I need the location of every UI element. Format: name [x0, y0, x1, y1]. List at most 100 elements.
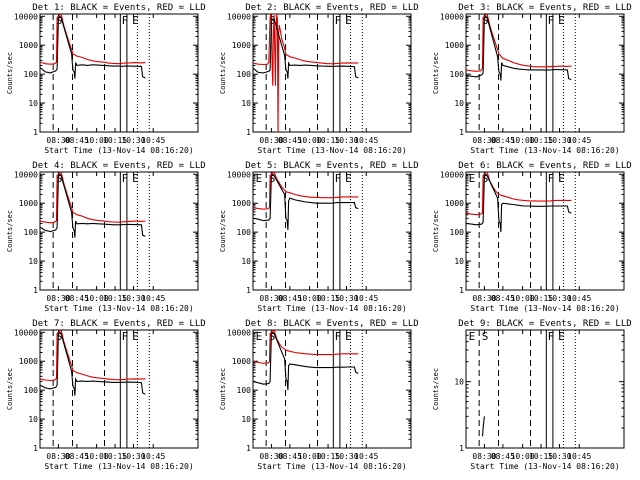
x-tick-label: 08:30: [46, 294, 70, 303]
x-tick-label: 10:15: [103, 136, 127, 145]
x-tick-label: 10:45: [141, 136, 165, 145]
y-tick-label: 1: [459, 128, 464, 137]
flag-label: E: [345, 330, 352, 343]
flag-label: S: [482, 330, 489, 343]
y-tick-label: 1000: [19, 357, 38, 366]
x-tick-label: 10:45: [567, 136, 591, 145]
panel-title: Det 3: BLACK = Events, RED = LLD: [458, 3, 631, 13]
x-axis-label: Start Time (13-Nov-14 08:16:20): [470, 304, 619, 313]
flag-label: F: [548, 14, 555, 27]
panel-det-6: Det 6: BLACK = Events, RED = LLD 1 10 100 10…: [432, 161, 632, 313]
lld-series-line: [253, 330, 359, 364]
flag-label: E: [558, 330, 565, 343]
x-tick-label: 08:45: [65, 136, 89, 145]
flag-label: F: [335, 172, 342, 185]
x-tick-label: 10:00: [85, 452, 109, 461]
y-tick-label: 100: [450, 70, 465, 79]
y-axis-label: Counts/sec: [219, 368, 227, 410]
y-tick-label: 10: [241, 415, 251, 424]
x-tick-label: 10:00: [511, 294, 535, 303]
x-tick-label: 08:45: [278, 294, 302, 303]
plot-frame: [252, 171, 412, 291]
flag-label: S: [482, 172, 489, 185]
panel-det-2: Det 2: BLACK = Events, RED = LLD 1 10 100 10…: [219, 3, 419, 155]
plot-frame: [39, 13, 199, 133]
events-series-line: [253, 175, 359, 230]
events-series-line: [253, 18, 359, 79]
flag-label: S: [56, 330, 63, 343]
plot-frame: [39, 329, 199, 449]
y-tick-label: 10000: [227, 170, 251, 179]
y-axis-label: Counts/sec: [432, 368, 440, 410]
plot-frame: [465, 13, 625, 133]
x-tick-label: 10:15: [103, 294, 127, 303]
x-tick-label: 10:45: [567, 294, 591, 303]
flag-label: F: [122, 172, 129, 185]
flag-label: E: [558, 172, 565, 185]
lld-series-line: [253, 172, 359, 210]
flag-label: E: [256, 330, 263, 343]
x-tick-label: 10:45: [354, 294, 378, 303]
x-tick-label: 10:30: [121, 452, 145, 461]
plot-frame: [252, 329, 412, 449]
panel-det-9: Det 9: BLACK = Events, RED = LLD 1 10 Count…: [432, 319, 632, 471]
x-tick-label: 10:00: [298, 136, 322, 145]
x-tick-label: 10:00: [85, 136, 109, 145]
x-tick-label: 10:30: [334, 136, 358, 145]
flag-label: E: [345, 14, 352, 27]
y-tick-label: 10000: [227, 12, 251, 21]
x-tick-label: 08:45: [491, 136, 515, 145]
y-tick-label: 10000: [14, 328, 38, 337]
lld-series-line: [466, 14, 572, 72]
x-axis-label: Start Time (13-Nov-14 08:16:20): [257, 146, 406, 155]
y-axis-label: Counts/sec: [6, 368, 14, 410]
x-tick-label: 10:15: [529, 294, 553, 303]
y-tick-label: 100: [237, 386, 252, 395]
x-tick-label: 08:45: [65, 452, 89, 461]
y-tick-label: 100: [237, 228, 252, 237]
flag-label: S: [269, 14, 276, 27]
flag-label: S: [56, 14, 63, 27]
flag-label: E: [469, 172, 476, 185]
y-tick-label: 1: [459, 444, 464, 453]
panel-det-7: Det 7: BLACK = Events, RED = LLD 1 10 100 10…: [6, 319, 206, 471]
y-tick-label: 10: [454, 257, 464, 266]
x-tick-label: 08:30: [259, 452, 283, 461]
x-tick-label: 08:30: [46, 452, 70, 461]
y-tick-label: 1000: [19, 199, 38, 208]
panel-title: Det 7: BLACK = Events, RED = LLD: [32, 319, 205, 329]
y-tick-label: 1: [459, 286, 464, 295]
panel-title: Det 5: BLACK = Events, RED = LLD: [245, 161, 418, 171]
x-tick-label: 10:00: [298, 294, 322, 303]
events-series-line: [466, 17, 572, 81]
x-tick-label: 10:15: [529, 136, 553, 145]
y-tick-label: 10000: [227, 328, 251, 337]
flag-label: E: [132, 172, 139, 185]
y-tick-label: 1: [246, 444, 251, 453]
x-tick-label: 10:30: [334, 452, 358, 461]
y-tick-label: 100: [237, 70, 252, 79]
panel-det-3: Det 3: BLACK = Events, RED = LLD 1 10 100 10…: [432, 3, 632, 155]
y-tick-label: 10000: [14, 12, 38, 21]
events-series-line: [40, 333, 146, 396]
flag-label: E: [558, 14, 565, 27]
panel-det-4: Det 4: BLACK = Events, RED = LLD 1 10 100 10…: [6, 161, 206, 313]
x-tick-label: 10:45: [567, 452, 591, 461]
y-tick-label: 1: [246, 128, 251, 137]
x-tick-label: 08:45: [491, 294, 515, 303]
y-tick-label: 10: [241, 99, 251, 108]
y-tick-label: 100: [24, 386, 39, 395]
events-series-line: [466, 175, 572, 233]
x-tick-label: 10:15: [316, 452, 340, 461]
events-series-line: [40, 175, 146, 238]
panel-title: Det 8: BLACK = Events, RED = LLD: [245, 319, 418, 329]
panel-det-1: Det 1: BLACK = Events, RED = LLD 1 10 100 10…: [6, 3, 206, 155]
x-tick-label: 10:15: [103, 452, 127, 461]
x-axis-label: Start Time (13-Nov-14 08:16:20): [257, 462, 406, 471]
panel-title: Det 6: BLACK = Events, RED = LLD: [458, 161, 631, 171]
flag-label: F: [335, 330, 342, 343]
y-tick-label: 1000: [19, 41, 38, 50]
flag-label: E: [132, 14, 139, 27]
flag-label: F: [122, 14, 129, 27]
